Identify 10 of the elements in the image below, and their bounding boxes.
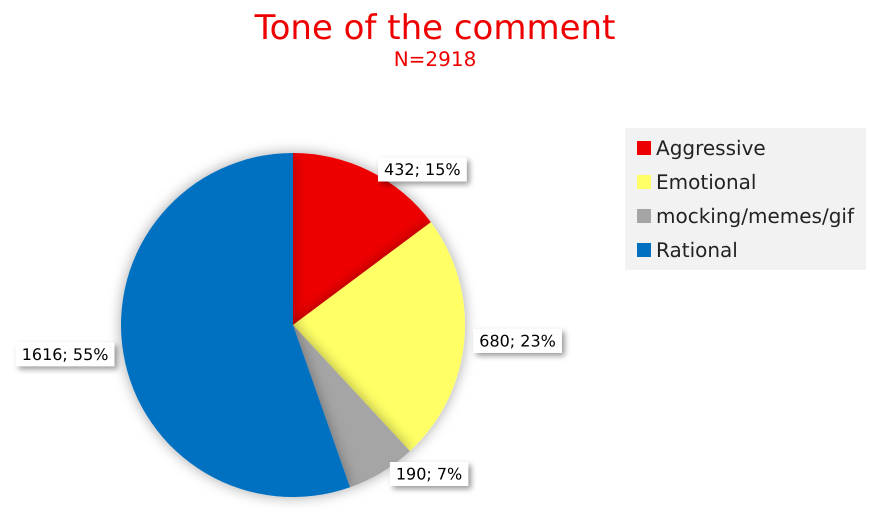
data-label: 680; 23% <box>479 331 556 350</box>
legend-label: mocking/memes/gif <box>656 204 855 228</box>
legend-label: Aggressive <box>656 136 766 160</box>
data-label: 190; 7% <box>396 464 462 484</box>
data-label: 1616; 55% <box>22 344 108 364</box>
chart-subtitle: N=2918 <box>394 47 476 71</box>
chart-title: Tone of the comment <box>254 8 616 48</box>
legend-label: Rational <box>656 238 738 262</box>
legend-label: Emotional <box>656 170 756 194</box>
data-label: 432; 15% <box>384 160 461 179</box>
